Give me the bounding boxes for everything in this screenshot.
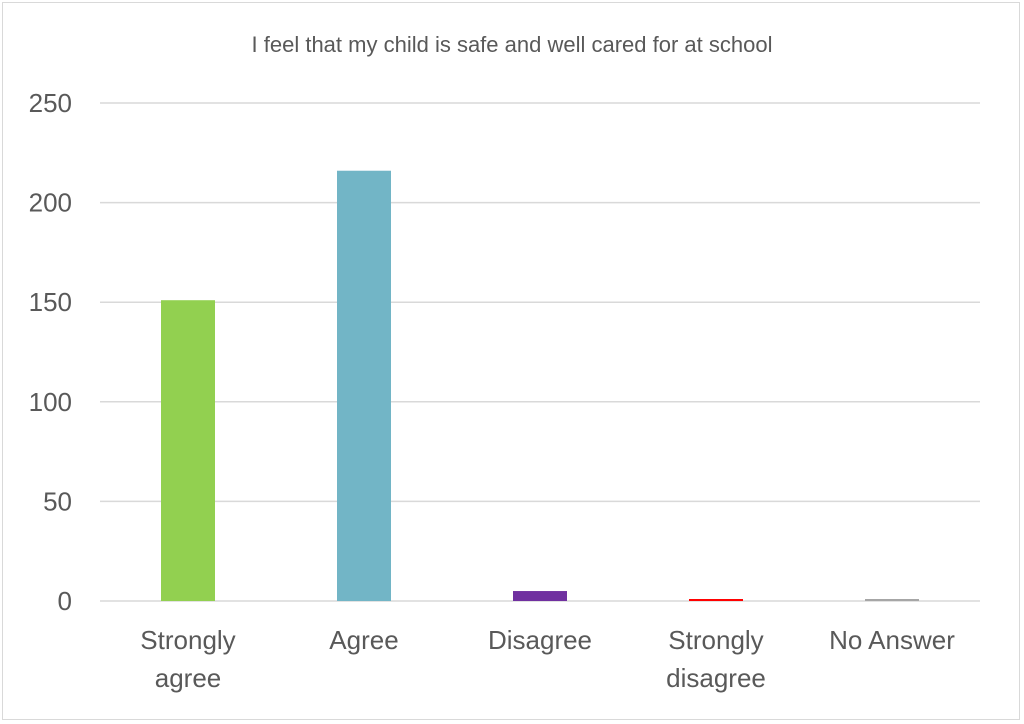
x-axis: Strongly agree Agree Disagree Strongly disagr… — [140, 625, 955, 693]
x-tick-label-2: Disagree — [488, 625, 592, 655]
bars — [161, 170, 919, 601]
y-tick-label-0: 0 — [58, 586, 72, 616]
gridlines — [100, 102, 980, 602]
bar-4 — [865, 599, 919, 601]
y-tick-label-50: 50 — [43, 486, 72, 516]
y-tick-label-150: 150 — [29, 287, 72, 317]
x-tick-label-1: Agree — [329, 625, 398, 655]
x-tick-label-0: Strongly agree — [140, 625, 235, 693]
x-tick-label-3: Strongly disagree — [666, 625, 766, 693]
bar-2 — [513, 591, 567, 601]
x-tick-label-4: No Answer — [829, 625, 955, 655]
bar-1 — [337, 170, 391, 601]
y-tick-label-200: 200 — [29, 188, 72, 218]
chart-title: I feel that my child is safe and well ca… — [252, 32, 773, 57]
y-tick-label-250: 250 — [29, 88, 72, 118]
bar-0 — [161, 300, 215, 601]
bar-3 — [689, 599, 743, 601]
y-tick-label-100: 100 — [29, 387, 72, 417]
y-axis: 0 50 100 150 200 250 — [29, 88, 72, 616]
